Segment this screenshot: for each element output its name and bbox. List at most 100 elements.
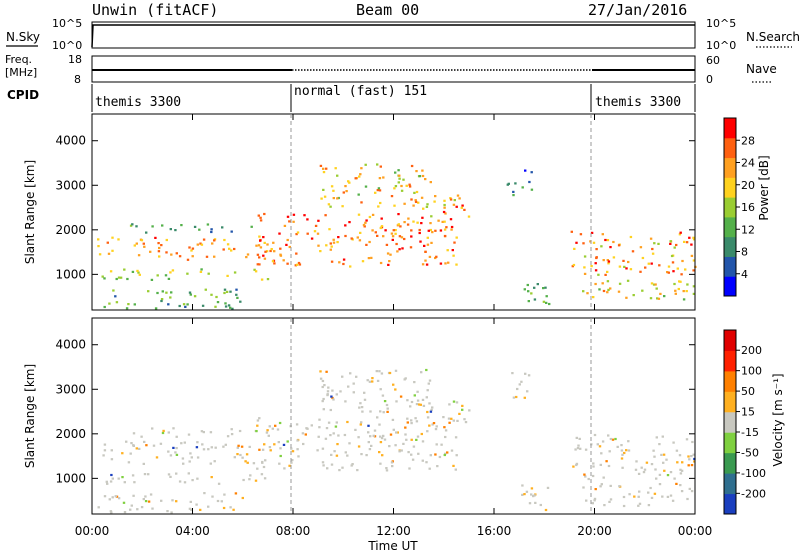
radar-cell xyxy=(186,303,189,306)
radar-cell xyxy=(573,247,576,250)
radar-cell xyxy=(263,477,267,480)
radar-cell xyxy=(360,421,363,424)
radar-cell xyxy=(688,458,691,461)
radar-cell xyxy=(256,419,260,422)
radar-cell xyxy=(577,444,580,447)
radar-cell xyxy=(157,242,160,245)
radar-cell xyxy=(213,239,216,242)
radar-cell xyxy=(435,425,438,428)
nave-tick-bottom: 0 xyxy=(706,73,713,86)
radar-cell xyxy=(193,295,197,298)
radar-cell xyxy=(210,446,213,449)
radar-cell xyxy=(378,189,382,192)
radar-cell xyxy=(223,288,227,291)
radar-cell xyxy=(436,465,439,468)
radar-cell xyxy=(369,410,372,413)
radar-cell xyxy=(127,303,130,306)
radar-cell xyxy=(690,455,693,458)
radar-cell xyxy=(438,455,442,459)
radar-cell xyxy=(106,482,109,485)
colorbar-swatch xyxy=(724,157,736,178)
radar-cell xyxy=(337,434,340,437)
radar-cell xyxy=(530,487,534,490)
radar-cell xyxy=(383,438,387,441)
radar-cell xyxy=(326,393,329,396)
y-tick-label: 2000 xyxy=(55,223,86,237)
colorbar-swatch xyxy=(724,473,736,495)
radar-cell xyxy=(398,450,401,453)
radar-cell xyxy=(131,474,135,477)
radar-cell xyxy=(189,452,192,455)
radar-cell xyxy=(633,495,636,498)
radar-cell xyxy=(279,253,282,256)
radar-cell xyxy=(430,215,433,218)
radar-cell xyxy=(283,467,286,470)
radar-cell xyxy=(399,225,402,228)
radar-cell xyxy=(595,248,598,251)
radar-cell xyxy=(675,243,678,247)
nsearch-label: N.Search xyxy=(746,30,800,44)
radar-cell xyxy=(665,458,668,461)
radar-cell xyxy=(378,423,381,426)
radar-cell xyxy=(295,423,299,426)
radar-cell xyxy=(512,194,515,197)
radar-cell xyxy=(337,236,340,239)
time-axis-label: Time UT xyxy=(367,539,418,553)
radar-cell xyxy=(413,381,416,384)
radar-cell xyxy=(360,201,363,204)
radar-cell xyxy=(685,438,689,441)
radar-cell xyxy=(604,273,607,276)
radar-cell xyxy=(408,467,411,470)
radar-cell xyxy=(592,462,595,465)
radar-cell xyxy=(421,398,425,401)
radar-cell xyxy=(367,431,370,434)
radar-cell xyxy=(376,234,379,237)
colorbar-swatch xyxy=(724,452,736,474)
radar-cell xyxy=(631,250,635,253)
radar-cell xyxy=(520,380,523,383)
radar-cell xyxy=(330,185,334,188)
radar-cell xyxy=(142,462,145,465)
radar-cell xyxy=(211,242,214,245)
radar-cell xyxy=(589,240,592,243)
radar-cell xyxy=(362,223,366,227)
radar-cell xyxy=(609,287,612,290)
radar-cell xyxy=(363,391,366,394)
radar-cell xyxy=(130,504,133,507)
radar-cell xyxy=(351,463,354,466)
radar-cell xyxy=(673,246,676,249)
power-colorbar-label: Power [dB] xyxy=(757,155,771,220)
radar-cell xyxy=(422,207,425,210)
radar-cell xyxy=(195,503,198,506)
velocity-ylabel: Slant Range [km] xyxy=(23,364,37,468)
radar-cell xyxy=(542,287,545,290)
radar-cell xyxy=(453,199,456,202)
radar-cell xyxy=(424,178,427,181)
radar-cell xyxy=(448,421,451,424)
radar-cell xyxy=(659,292,662,295)
radar-cell xyxy=(154,307,158,310)
radar-cell xyxy=(263,257,267,260)
radar-cell xyxy=(186,272,189,275)
radar-cell xyxy=(378,370,381,373)
radar-cell xyxy=(678,280,681,283)
radar-cell xyxy=(332,241,336,244)
radar-cell xyxy=(576,447,580,450)
radar-cell xyxy=(319,250,322,253)
radar-cell xyxy=(545,301,548,304)
radar-cell xyxy=(506,183,509,186)
radar-cell xyxy=(260,278,264,281)
radar-cell xyxy=(150,278,154,281)
radar-cell xyxy=(171,499,174,502)
radar-cell xyxy=(175,453,179,456)
radar-cell xyxy=(606,259,609,262)
radar-cell xyxy=(329,434,332,437)
radar-cell xyxy=(669,494,673,497)
radar-cell xyxy=(379,165,382,168)
radar-cell xyxy=(425,396,428,399)
radar-cell xyxy=(526,283,529,287)
radar-cell xyxy=(410,438,413,441)
radar-cell xyxy=(607,262,610,265)
radar-cell xyxy=(428,402,431,405)
colorbar-tick-label: 200 xyxy=(741,344,762,357)
